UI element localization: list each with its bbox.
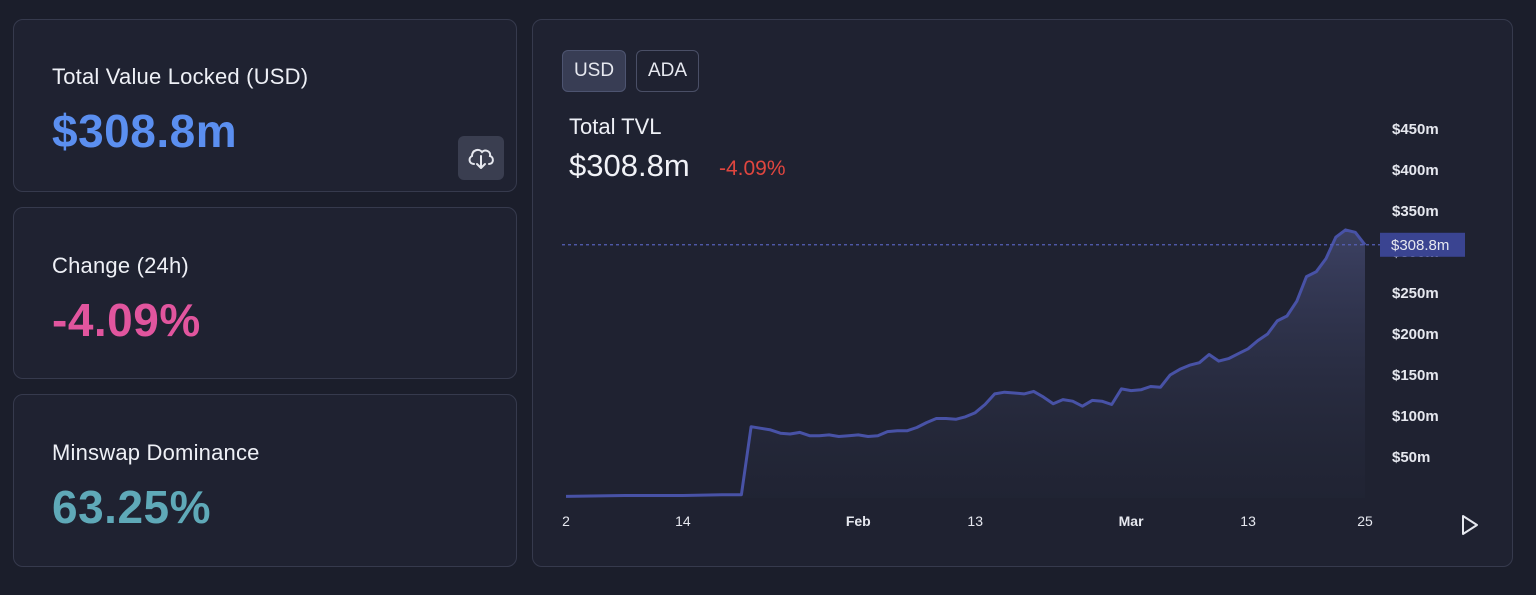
change-card: Change (24h) -4.09% <box>13 207 517 379</box>
x-tick-label: Mar <box>1119 513 1144 529</box>
tvl-label: Total Value Locked (USD) <box>52 64 309 89</box>
y-tick-label: $450m <box>1392 121 1439 138</box>
play-icon[interactable] <box>1460 514 1480 536</box>
cloud-download-icon <box>468 148 494 169</box>
y-tick-label: $350m <box>1392 203 1439 220</box>
x-tick-label: Feb <box>846 513 871 529</box>
change-value: -4.09% <box>52 294 201 346</box>
tvl-card: Total Value Locked (USD) $308.8m <box>13 19 517 192</box>
currency-toggle-usd[interactable]: USD <box>562 50 626 92</box>
tvl-area-fill <box>566 229 1365 498</box>
x-tick-label: 13 <box>967 513 983 529</box>
x-tick-label: 2 <box>562 513 570 529</box>
x-tick-label: 13 <box>1240 513 1256 529</box>
y-tick-label: $50m <box>1392 449 1430 466</box>
y-tick-label: $200m <box>1392 326 1439 343</box>
dominance-label: Minswap Dominance <box>52 440 260 465</box>
y-tick-label: $400m <box>1392 162 1439 179</box>
chart-current-value: $308.8m <box>569 148 690 183</box>
tvl-chart-card: USD ADA Total TVL $308.8m -4.09% $50m $10… <box>532 19 1513 567</box>
tvl-series-line <box>565 228 1367 498</box>
chart-change: -4.09% <box>719 157 786 180</box>
change-label: Change (24h) <box>52 253 189 278</box>
current-value-badge-text: $308.8m <box>1391 237 1449 254</box>
x-tick-label: 25 <box>1357 513 1373 529</box>
y-tick-label: $250m <box>1392 285 1439 302</box>
dominance-value: 63.25% <box>52 481 212 533</box>
tvl-area-chart: $50m$100m$150m$200m$250m$300m$350m$400m$… <box>562 121 1465 529</box>
tvl-value: $308.8m <box>52 105 238 157</box>
x-tick-label: 14 <box>675 513 691 529</box>
current-value-badge <box>1380 232 1465 257</box>
dominance-card: Minswap Dominance 63.25% <box>13 394 517 567</box>
download-button[interactable] <box>458 136 504 180</box>
currency-toggle-ada[interactable]: ADA <box>636 50 699 92</box>
chart-title: Total TVL <box>569 114 662 139</box>
y-tick-label: $150m <box>1392 367 1439 384</box>
y-tick-label: $100m <box>1392 408 1439 425</box>
